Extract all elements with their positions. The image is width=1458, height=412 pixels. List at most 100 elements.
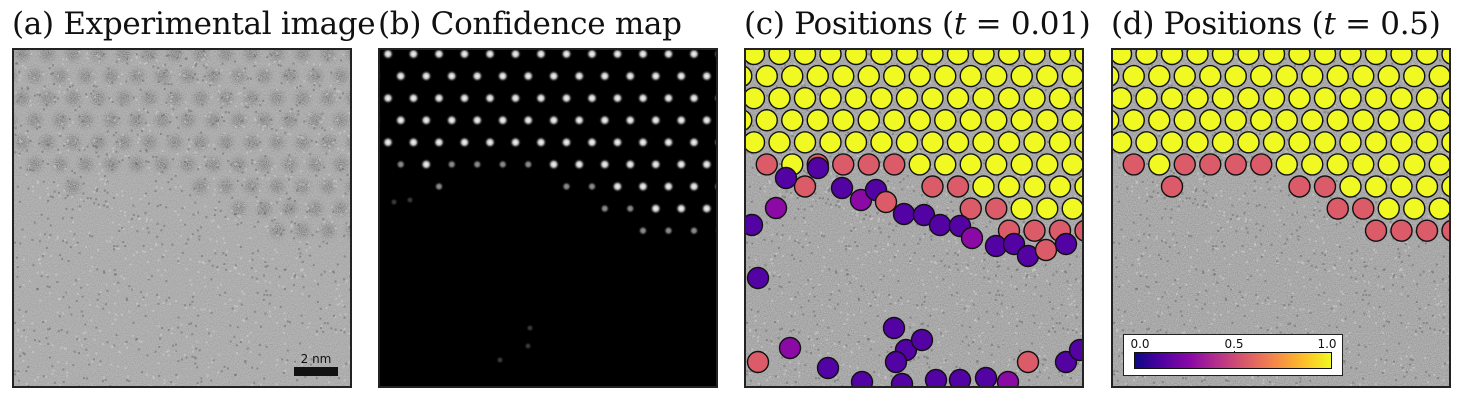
confidence-peak (560, 50, 573, 60)
atom-position (857, 153, 880, 176)
atom-position (1326, 153, 1349, 176)
scale-bar-line (294, 367, 338, 376)
atom-position (1023, 50, 1046, 66)
atom-position (1010, 153, 1033, 176)
confidence-peak (713, 137, 716, 148)
atom-position (1010, 197, 1033, 220)
positions-t001-frame (744, 48, 1084, 388)
atom-position (1113, 50, 1133, 66)
atom-position (1199, 109, 1222, 132)
atom-position (806, 109, 829, 132)
atom-position (819, 131, 842, 154)
atom-position (1313, 50, 1337, 66)
confidence-peak (624, 114, 637, 127)
false-position (778, 336, 802, 360)
confidence-peak (433, 50, 445, 60)
atom-position (1048, 175, 1072, 198)
false-position (996, 370, 1020, 386)
atom-position (1415, 219, 1439, 242)
atom-position (1113, 86, 1133, 110)
atom-position (1339, 86, 1362, 110)
confidence-peak (509, 136, 522, 149)
confidence-peak (560, 92, 573, 105)
atom-position (1186, 50, 1209, 66)
positions-t05-frame: 0.0 0.5 1.0 (1111, 48, 1451, 388)
atom-position (1113, 110, 1120, 131)
false-position (874, 190, 898, 214)
confidence-peak (382, 136, 394, 149)
confidence-peak (547, 114, 560, 127)
panel-c-title: (c) Positions (t = 0.01) (744, 6, 1091, 42)
atom-position (793, 175, 817, 198)
false-position (910, 328, 934, 352)
atom-position (946, 86, 970, 110)
atom-position (1390, 175, 1413, 198)
confidence-weak-peak (390, 198, 398, 206)
confidence-peak (471, 70, 484, 83)
atom-position (1023, 131, 1046, 154)
atom-position (1313, 86, 1337, 110)
atom-position (1173, 64, 1196, 88)
atom-position (1441, 50, 1449, 65)
atom-position (844, 50, 868, 66)
confidence-peak (598, 158, 611, 171)
atom-position (1364, 219, 1388, 242)
panel-d-title: (d) Positions (t = 0.5) (1111, 6, 1441, 42)
false-position (960, 226, 984, 250)
confidence-peak (407, 92, 420, 105)
atom-position (793, 131, 817, 154)
confidence-peak (380, 72, 382, 80)
atom-position (1313, 175, 1337, 198)
confidence-background (380, 50, 716, 386)
atom-position (1339, 50, 1362, 66)
atom-position (1313, 131, 1337, 154)
atom-position (819, 50, 842, 66)
atom-position (895, 131, 919, 154)
confidence-peak (611, 136, 624, 149)
image-grain (14, 50, 350, 386)
false-position (912, 203, 936, 227)
atom-position (1415, 175, 1439, 198)
atom-position (793, 50, 817, 66)
confidence-peak (522, 70, 535, 83)
atom-position (1211, 86, 1235, 110)
confidence-peak (637, 180, 649, 193)
atom-position (908, 109, 931, 132)
confidence-peak (649, 114, 662, 127)
atom-position (1237, 131, 1260, 154)
experimental-image-frame: 2 nm (12, 48, 352, 388)
false-position (924, 368, 948, 386)
atom-position (972, 50, 995, 66)
confidence-peak (663, 225, 674, 236)
confidence-peak (713, 93, 716, 104)
atom-position (1250, 64, 1273, 88)
atom-position (1288, 175, 1311, 198)
atom-position (870, 131, 893, 154)
atom-position (1352, 109, 1375, 132)
atom-position (1288, 131, 1311, 154)
atom-position (1010, 64, 1033, 88)
atom-position (1262, 50, 1286, 66)
atom-position (1415, 86, 1439, 110)
atom-position (985, 197, 1008, 220)
atom-position (946, 175, 970, 198)
confidence-peak (484, 92, 496, 105)
atom-position (1428, 197, 1449, 220)
confidence-peak (407, 50, 420, 60)
confidence-peak (573, 114, 586, 127)
atom-position (1403, 153, 1426, 176)
atom-position (1390, 86, 1413, 110)
confidence-peak (497, 159, 508, 170)
atom-position (946, 50, 970, 66)
colorbar: 0.0 0.5 1.0 (1123, 334, 1343, 376)
confidence-peak (573, 158, 586, 171)
false-position (1054, 232, 1078, 256)
confidence-peak (484, 136, 496, 149)
atom-position (1352, 64, 1375, 88)
confidence-peak (587, 181, 597, 192)
confidence-peak (458, 92, 471, 105)
atom-position (1122, 153, 1145, 176)
atom-position (832, 153, 855, 176)
confidence-peak (688, 136, 700, 149)
confidence-peak (638, 225, 648, 236)
